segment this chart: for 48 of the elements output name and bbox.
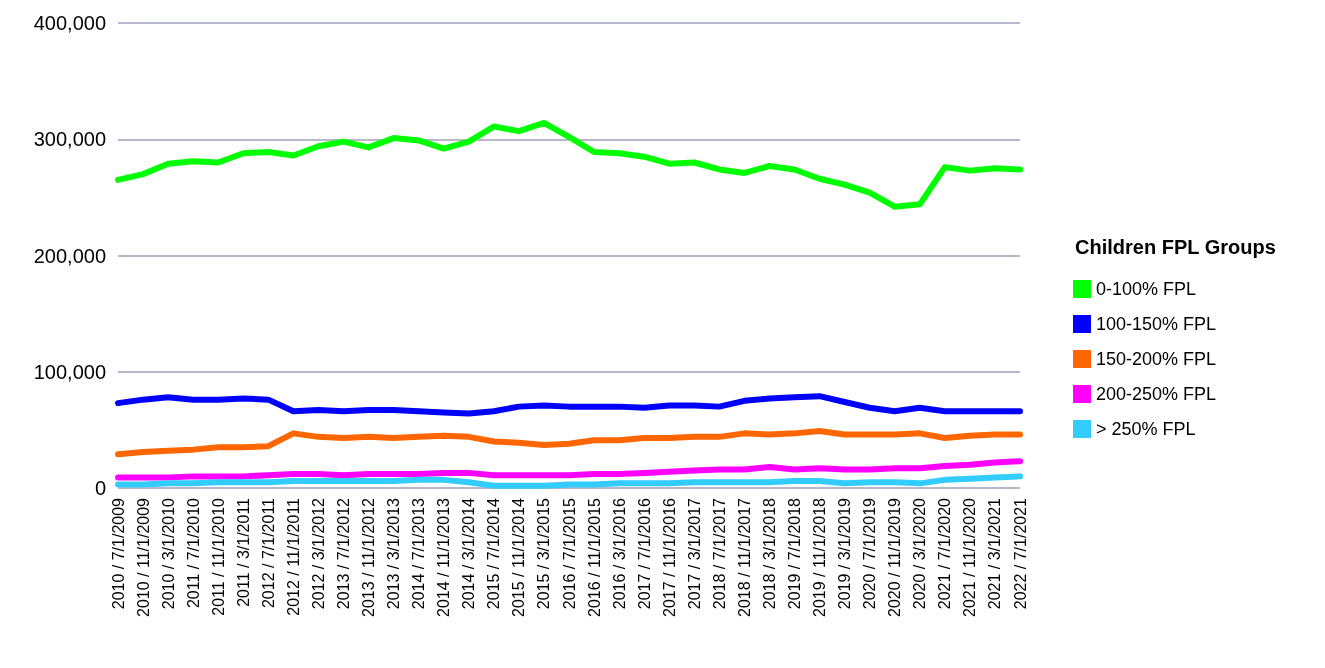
x-tick-label: 2019 / 3/1/2019 bbox=[836, 497, 854, 610]
x-tick-label: 2016 / 11/1/2015 bbox=[585, 497, 603, 617]
x-tick-label: 2021 / 11/1/2020 bbox=[961, 497, 979, 617]
x-tick-label: 2021 / 3/1/2021 bbox=[986, 497, 1004, 610]
x-tick-label: 2018 / 3/1/2018 bbox=[760, 497, 778, 610]
legend-label: 200-250% FPL bbox=[1096, 384, 1217, 404]
legend-title: Children FPL Groups bbox=[1075, 236, 1276, 258]
x-tick-label: 2011 / 11/1/2010 bbox=[209, 497, 227, 616]
x-tick-label: 2015 / 11/1/2014 bbox=[510, 497, 528, 617]
x-tick-label: 2020 / 11/1/2019 bbox=[886, 497, 904, 617]
x-tick-label: 2012 / 11/1/2011 bbox=[284, 497, 302, 616]
x-tick-label: 2010 / 11/1/2009 bbox=[134, 497, 152, 617]
x-tick-label: 2011 / 7/1/2010 bbox=[184, 497, 202, 609]
x-tick-label: 2011 / 3/1/2011 bbox=[234, 497, 252, 607]
x-tick-label: 2022 / 7/1/2021 bbox=[1011, 497, 1029, 610]
x-tick-label: 2019 / 11/1/2018 bbox=[811, 497, 829, 617]
x-tick-label: 2020 / 7/1/2019 bbox=[861, 497, 879, 610]
x-tick-label: 2017 / 3/1/2017 bbox=[685, 497, 703, 610]
x-tick-label: 2017 / 7/1/2016 bbox=[635, 497, 653, 610]
y-tick-label: 300,000 bbox=[33, 128, 106, 151]
x-tick-label: 2019 / 7/1/2018 bbox=[786, 497, 803, 610]
y-tick-label: 0 bbox=[94, 477, 106, 499]
x-tick-label: 2014 / 3/1/2014 bbox=[460, 497, 478, 610]
x-tick-label: 2021 / 7/1/2020 bbox=[936, 497, 954, 610]
x-tick-label: 2012 / 7/1/2011 bbox=[259, 497, 277, 609]
x-tick-label: 2015 / 3/1/2015 bbox=[535, 497, 553, 610]
x-tick-label: 2010 / 7/1/2009 bbox=[109, 497, 127, 610]
x-tick-label: 2016 / 7/1/2015 bbox=[560, 497, 578, 610]
x-tick-label: 2013 / 7/1/2012 bbox=[335, 497, 352, 610]
x-tick-label: 2018 / 7/1/2017 bbox=[710, 497, 728, 610]
legend-label: 150-200% FPL bbox=[1096, 349, 1217, 369]
y-tick-label: 200,000 bbox=[33, 244, 106, 267]
legend-label: > 250% FPL bbox=[1096, 419, 1196, 439]
x-tick-label: 2018 / 11/1/2017 bbox=[735, 497, 753, 617]
x-tick-label: 2013 / 3/1/2013 bbox=[385, 497, 403, 610]
y-tick-label: 100,000 bbox=[33, 360, 106, 383]
x-tick-label: 2012 / 3/1/2012 bbox=[309, 497, 327, 610]
x-tick-label: 2020 / 3/1/2020 bbox=[911, 497, 929, 610]
x-tick-label: 2014 / 11/1/2013 bbox=[435, 497, 453, 617]
x-tick-label: 2013 / 11/1/2012 bbox=[360, 497, 378, 617]
x-tick-label: 2014 / 7/1/2013 bbox=[410, 497, 428, 610]
x-tick-label: 2015 / 7/1/2014 bbox=[485, 497, 503, 610]
legend-label: 100-150% FPL bbox=[1096, 314, 1217, 334]
x-tick-label: 2017 / 11/1/2016 bbox=[660, 497, 678, 617]
legend-label: 0-100% FPL bbox=[1096, 279, 1197, 299]
x-tick-label: 2016 / 3/1/2016 bbox=[610, 497, 628, 610]
x-tick-label: 2010 / 3/1/2010 bbox=[159, 497, 177, 610]
y-tick-label: 400,000 bbox=[33, 12, 106, 34]
